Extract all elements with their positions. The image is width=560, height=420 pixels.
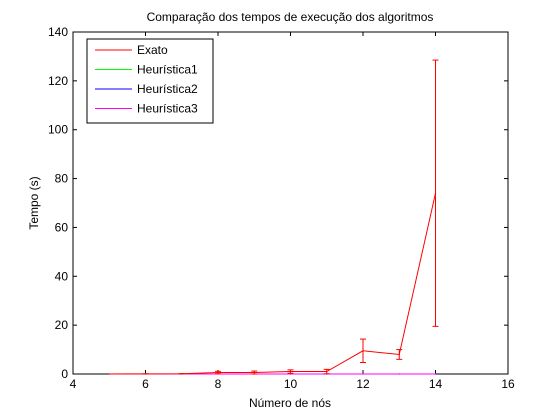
- x-tick-label: 16: [501, 377, 515, 391]
- data-point-heur-stica3: [362, 373, 363, 374]
- x-tick-label: 8: [215, 377, 222, 391]
- chart-title: Comparação dos tempos de execução dos al…: [147, 10, 434, 24]
- y-tick-label: 0: [61, 367, 68, 381]
- y-tick-label: 140: [48, 25, 68, 39]
- legend: Exato Heurística1 Heurística2 Heurística3: [87, 39, 213, 123]
- y-axis-label: Tempo (s): [27, 176, 41, 229]
- x-tick-label: 10: [284, 377, 298, 391]
- x-tick-label: 6: [142, 377, 149, 391]
- y-tick-label: 60: [55, 220, 69, 234]
- x-tick-label: 14: [429, 377, 443, 391]
- y-tick-label: 120: [48, 74, 68, 88]
- legend-label-exato: Exato: [137, 43, 168, 57]
- data-point-exato: [109, 373, 110, 374]
- y-tick-label: 20: [55, 318, 69, 332]
- y-tick-label: 100: [48, 123, 68, 137]
- legend-label-heur-stica3: Heurística3: [137, 102, 198, 116]
- x-axis-label: Número de nós: [249, 396, 331, 410]
- y-tick-label: 40: [55, 269, 69, 283]
- legend-label-heur-stica1: Heurística1: [137, 63, 198, 77]
- legend-label-heur-stica2: Heurística2: [137, 82, 198, 96]
- x-tick-label: 4: [70, 377, 77, 391]
- data-point-heur-stica3: [435, 373, 436, 374]
- x-tick-label: 12: [356, 377, 370, 391]
- y-tick-label: 80: [55, 172, 69, 186]
- data-point-heur-stica3: [399, 373, 400, 374]
